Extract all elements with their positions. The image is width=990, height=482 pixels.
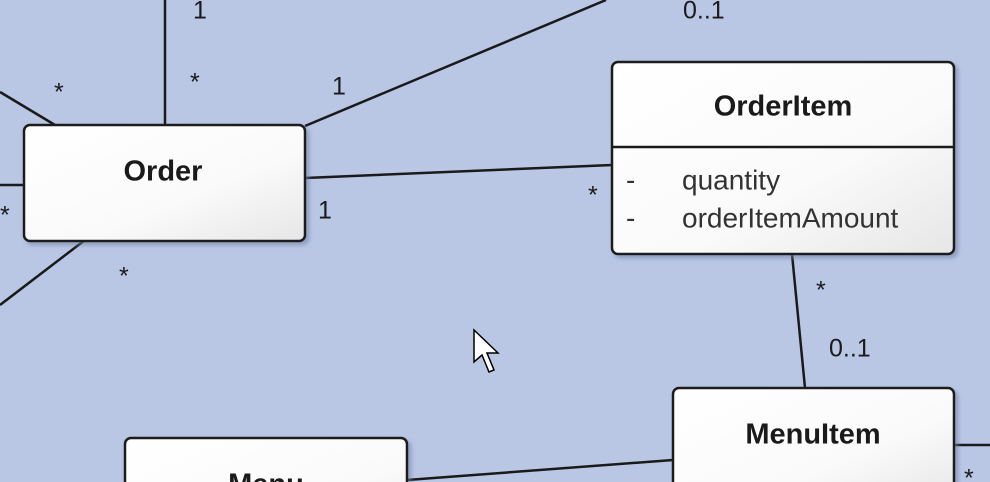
mouse-cursor bbox=[473, 328, 500, 373]
class-name: Order bbox=[124, 156, 203, 188]
association bbox=[304, 163, 613, 180]
association bbox=[304, 0, 607, 128]
association bbox=[790, 253, 807, 389]
class-name: Menu bbox=[228, 469, 304, 482]
multiplicity: 1 bbox=[332, 73, 346, 101]
attribute-visibility: - bbox=[626, 164, 635, 195]
association bbox=[0, 239, 86, 306]
multiplicity: 0..1 bbox=[829, 335, 871, 363]
attribute-name: quantity bbox=[682, 164, 780, 195]
class-order[interactable]: Order bbox=[22, 123, 307, 243]
class-name: OrderItem bbox=[714, 91, 853, 123]
multiplicity: 1 bbox=[318, 197, 332, 225]
multiplicity: * bbox=[119, 263, 129, 291]
multiplicity: * bbox=[0, 202, 10, 230]
class-menu[interactable]: Menu bbox=[123, 436, 409, 482]
class-menuitem[interactable]: MenuItem bbox=[671, 386, 956, 482]
class-name: MenuItem bbox=[745, 419, 880, 451]
multiplicity: * bbox=[964, 465, 974, 482]
multiplicity: 1 bbox=[193, 0, 207, 25]
attribute-name: orderItemAmount bbox=[682, 202, 899, 233]
multiplicity: * bbox=[588, 182, 598, 210]
attribute-visibility: - bbox=[626, 202, 635, 233]
association bbox=[0, 90, 56, 127]
multiplicity: * bbox=[816, 277, 826, 305]
class-box bbox=[123, 436, 409, 482]
multiplicity: 0..1 bbox=[683, 0, 725, 25]
multiplicity: * bbox=[54, 79, 64, 107]
association bbox=[406, 458, 674, 482]
class-box bbox=[610, 60, 956, 256]
multiplicity: * bbox=[190, 69, 200, 97]
class-box bbox=[22, 123, 307, 243]
class-box bbox=[671, 386, 956, 482]
class-orderitem[interactable]: OrderItem - quantity - orderItemAmount bbox=[610, 60, 956, 256]
